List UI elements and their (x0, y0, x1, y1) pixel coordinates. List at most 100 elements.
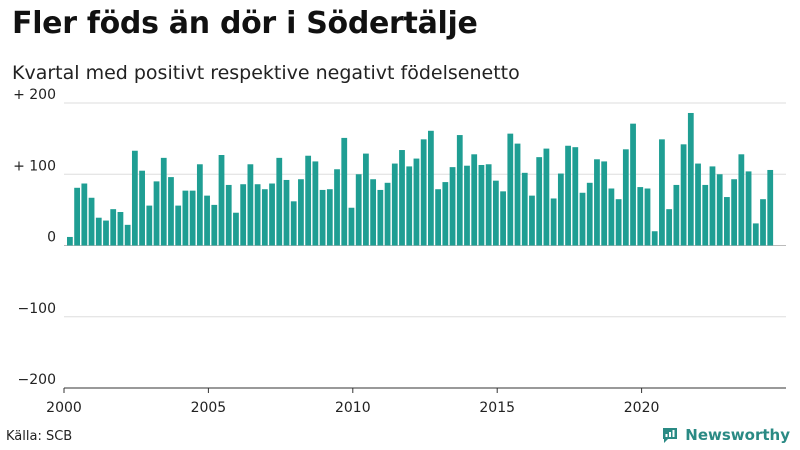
bar (261, 189, 268, 246)
bar (702, 184, 709, 246)
bar (269, 183, 275, 246)
x-tick-label: 2000 (46, 400, 82, 416)
bar (298, 179, 304, 246)
bar (103, 220, 109, 246)
bar (377, 189, 384, 246)
tick-labels: + 200 + 100 0 −100 −200 2000 2005 2010 2015 2020 (13, 87, 659, 416)
bar (731, 179, 738, 246)
bar (247, 164, 254, 246)
bar (615, 199, 622, 246)
bar (326, 189, 333, 246)
bar (514, 143, 521, 246)
bar (146, 205, 153, 246)
bar (218, 155, 225, 246)
y-tick-label: + 200 (13, 87, 56, 103)
x-tick-label: 2010 (335, 400, 371, 416)
bar (594, 159, 600, 246)
bar (738, 154, 745, 246)
bar (95, 217, 102, 246)
bar (456, 135, 463, 246)
bar (74, 187, 80, 246)
bar (673, 184, 680, 246)
bar (254, 184, 261, 246)
bar (384, 182, 391, 246)
bar (319, 189, 326, 246)
bar (88, 197, 95, 246)
bar (240, 184, 247, 246)
bar (586, 182, 593, 246)
bar (651, 231, 658, 246)
bar (168, 177, 174, 246)
bar (204, 195, 210, 246)
bar (464, 165, 470, 246)
bar (659, 139, 665, 246)
bar (695, 163, 701, 246)
bar (420, 139, 427, 246)
bar (550, 198, 557, 246)
bar (139, 170, 145, 246)
bar (391, 163, 398, 246)
bars (67, 112, 774, 246)
bar (348, 207, 355, 246)
chart-subtitle: Kvartal med positivt respektive negativt… (12, 62, 520, 84)
bar (442, 182, 449, 246)
bar (290, 201, 297, 246)
bar (341, 137, 348, 246)
x-tick-label: 2005 (191, 400, 227, 416)
bar (521, 172, 528, 246)
bar (745, 171, 752, 246)
bar (435, 189, 441, 246)
bar (131, 150, 138, 246)
bar (752, 223, 759, 246)
bar (211, 204, 218, 246)
bar (471, 154, 478, 246)
bar (428, 130, 434, 246)
bar (175, 205, 182, 246)
bar (363, 153, 369, 246)
bar (572, 147, 579, 246)
bar (67, 236, 73, 246)
bar (630, 123, 636, 246)
bar (334, 169, 340, 246)
bar (406, 166, 413, 246)
bar (399, 150, 405, 246)
bar (478, 164, 485, 246)
x-tick-label: 2020 (624, 400, 660, 416)
y-tick-label: −200 (18, 372, 56, 388)
x-tick-label: 2015 (479, 400, 515, 416)
source-note: Källa: SCB (6, 429, 73, 444)
bar (760, 199, 766, 246)
bar (724, 197, 730, 246)
bar (117, 212, 124, 246)
bar (709, 166, 716, 246)
bar (276, 157, 283, 246)
bar (536, 157, 543, 246)
bar (81, 183, 88, 246)
bar (283, 179, 290, 246)
bar (608, 188, 615, 246)
bar (565, 145, 571, 246)
bar (124, 224, 131, 246)
bar (413, 158, 420, 246)
bar (557, 173, 564, 246)
x-axis (63, 387, 786, 393)
bar (110, 209, 117, 246)
bar (507, 133, 514, 246)
brand-logo: Newsworthy (661, 426, 790, 444)
bar (579, 192, 586, 246)
y-tick-label: 0 (47, 230, 56, 246)
bar (153, 181, 160, 246)
brand-name: Newsworthy (685, 426, 790, 444)
bar (355, 174, 362, 246)
bar (370, 179, 377, 246)
bar (716, 174, 723, 246)
bar (666, 209, 673, 246)
bar (189, 190, 196, 246)
bar (312, 161, 319, 246)
bar (492, 180, 499, 246)
bar (485, 164, 492, 246)
bar (601, 161, 608, 246)
y-tick-label: + 100 (13, 158, 56, 174)
bar (233, 212, 239, 246)
